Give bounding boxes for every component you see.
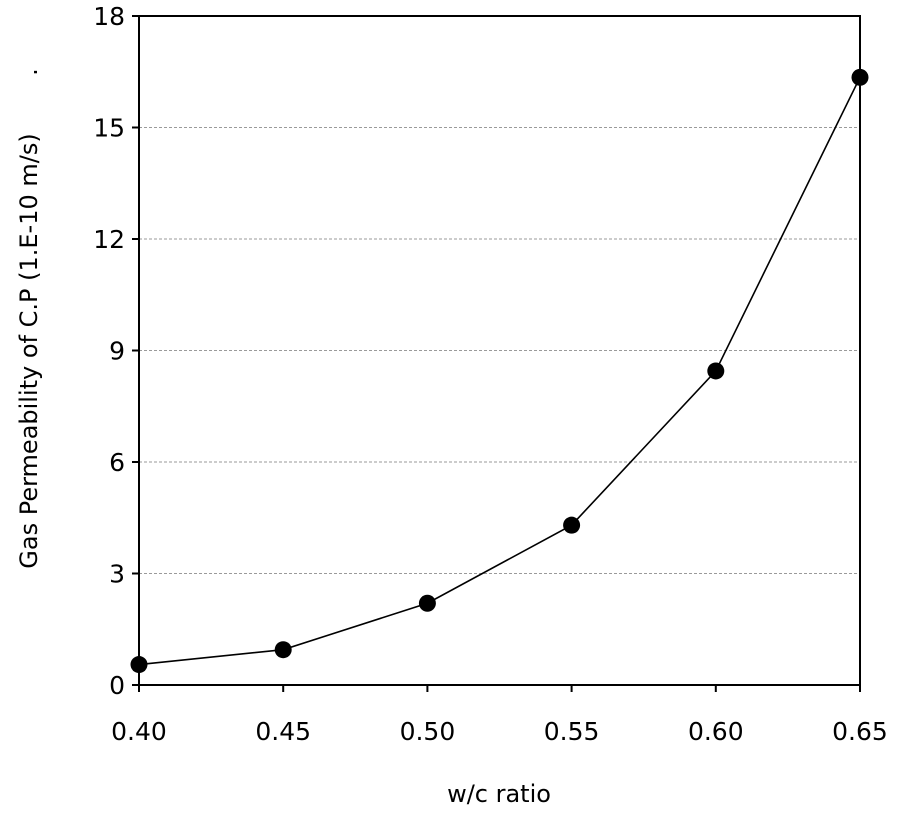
data-point: [563, 516, 581, 534]
y-tick-label: 6: [109, 448, 125, 477]
data-point: [130, 656, 148, 674]
axis-ticks: [132, 15, 861, 692]
x-tick-label: 0.45: [255, 717, 311, 746]
x-tick-label: 0.60: [688, 717, 744, 746]
data-point: [274, 641, 292, 659]
series-line: [138, 76, 861, 666]
y-tick-label: 12: [93, 225, 125, 254]
y-tick-label: 15: [93, 114, 125, 143]
x-tick-label: 0.55: [544, 717, 600, 746]
x-axis-label: w/c ratio: [447, 780, 551, 808]
data-point: [707, 362, 725, 380]
y-tick-label: 9: [109, 337, 125, 366]
data-point: [851, 68, 869, 86]
x-tick-label: 0.50: [400, 717, 456, 746]
y-tick-label: 0: [109, 671, 125, 700]
x-tick-label: 0.40: [111, 717, 167, 746]
y-tick-label: 18: [93, 2, 125, 31]
grid-lines: [139, 127, 860, 574]
data-point: [418, 594, 436, 612]
y-tick-labels: 0 3 6 9 12 15 18: [93, 2, 125, 700]
data-points: [130, 68, 869, 674]
y-tick-label: 3: [109, 560, 125, 589]
x-tick-label: 0.65: [832, 717, 888, 746]
y-axis-label-mark: .: [15, 68, 43, 76]
x-tick-labels: 0.40 0.45 0.50 0.55 0.60 0.65: [111, 717, 888, 746]
y-axis-label: Gas Permeability of C.P (1.E-10 m/s): [15, 133, 43, 568]
